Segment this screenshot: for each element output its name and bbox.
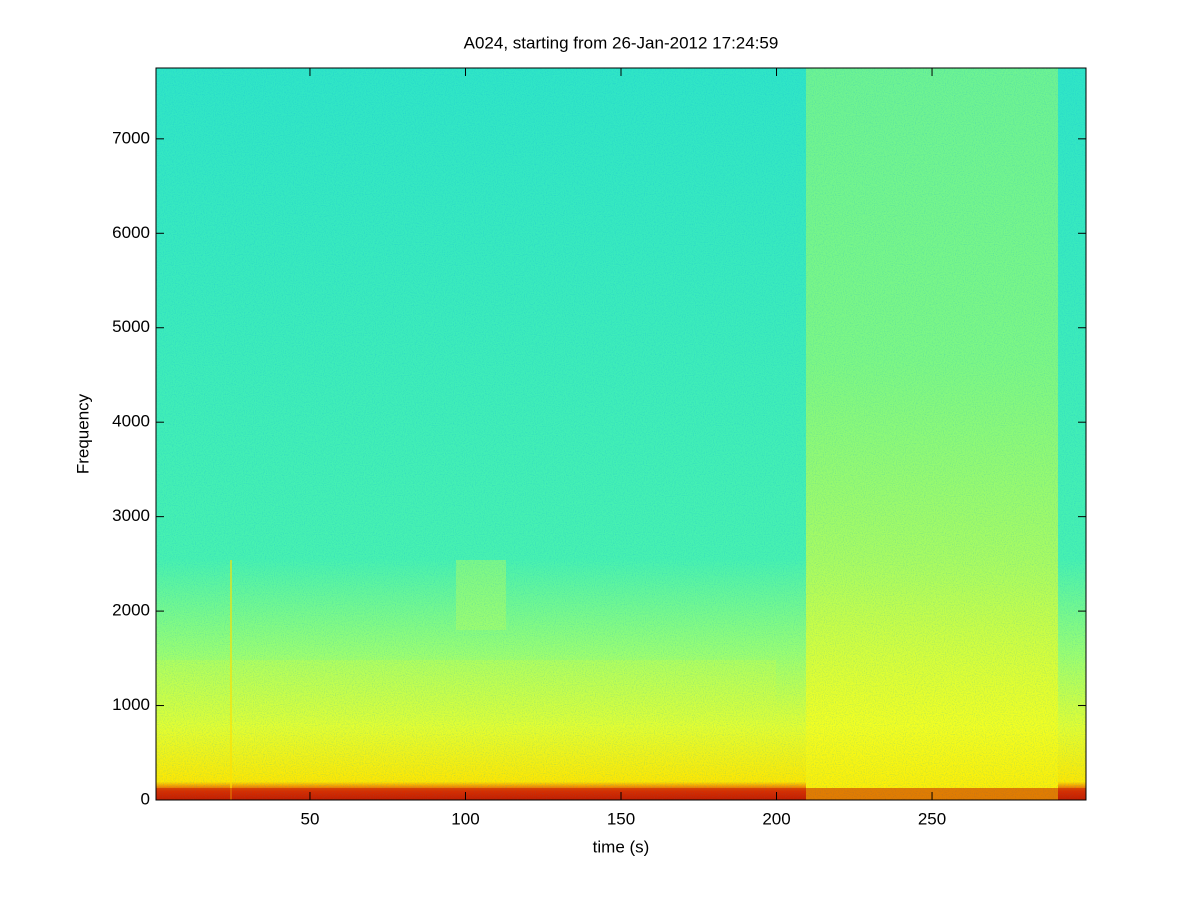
y-tick-label: 7000 — [112, 128, 150, 147]
y-tick-label: 3000 — [112, 506, 150, 525]
y-tick-label: 6000 — [112, 223, 150, 242]
x-tick-label: 150 — [607, 809, 635, 828]
x-tick-label: 100 — [451, 809, 479, 828]
y-tick-label: 1000 — [112, 695, 150, 714]
y-tick-label: 4000 — [112, 412, 150, 431]
x-tick-label: 50 — [301, 809, 320, 828]
y-tick-label: 0 — [141, 789, 150, 808]
x-tick-label: 250 — [918, 809, 946, 828]
x-axis-label: time (s) — [593, 837, 650, 856]
y-tick-label: 2000 — [112, 601, 150, 620]
y-tick-label: 5000 — [112, 317, 150, 336]
streak — [230, 560, 232, 800]
noise-texture — [156, 68, 1086, 800]
x-tick-label: 200 — [762, 809, 790, 828]
y-axis-label: Frequency — [73, 393, 92, 474]
spectrogram-image — [156, 68, 1086, 800]
chart-title: A024, starting from 26-Jan-2012 17:24:59 — [464, 33, 779, 52]
